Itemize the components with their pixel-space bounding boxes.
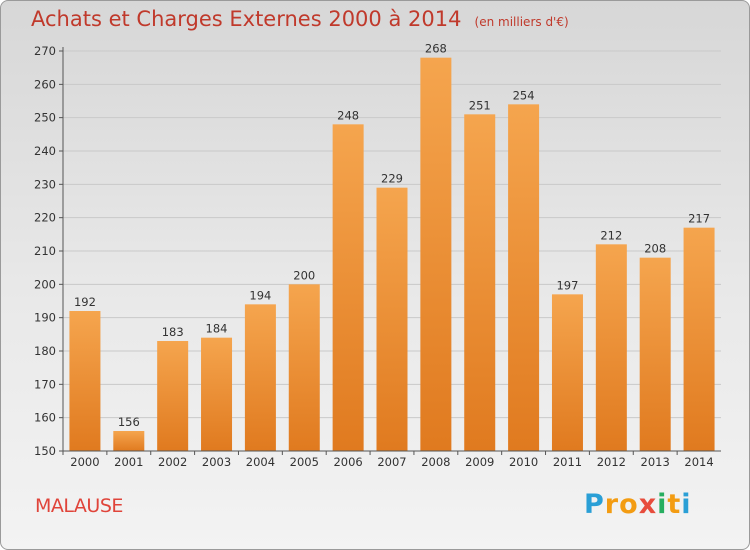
logo-letter: P bbox=[584, 489, 605, 520]
value-label-2003: 184 bbox=[206, 322, 228, 336]
y-tick-label: 180 bbox=[34, 344, 56, 358]
value-labels: 192 156 183 184 194 200 248 229 268 251 254 197 212 2… bbox=[74, 42, 710, 429]
bar-2004 bbox=[244, 304, 276, 451]
value-label-2004: 194 bbox=[249, 288, 271, 302]
value-label-2012: 212 bbox=[600, 228, 622, 242]
y-tick-label: 200 bbox=[34, 277, 56, 291]
chart-title: Achats et Charges Externes 2000 à 2014 bbox=[31, 7, 462, 31]
value-label-2013: 208 bbox=[644, 242, 666, 256]
y-tick-label: 220 bbox=[34, 211, 56, 225]
bar-2011 bbox=[551, 294, 583, 451]
proxiti-logo: Proxiti bbox=[584, 489, 692, 520]
bar-2000 bbox=[69, 311, 101, 451]
y-tick-label: 190 bbox=[34, 311, 56, 325]
y-tick-label: 210 bbox=[34, 244, 56, 258]
value-label-2001: 156 bbox=[118, 415, 140, 429]
bar-2002 bbox=[157, 341, 189, 451]
x-tick-label: 2005 bbox=[290, 455, 319, 469]
y-tick-label: 170 bbox=[34, 377, 56, 391]
y-tick-label: 150 bbox=[34, 444, 56, 458]
x-tick-label: 2012 bbox=[597, 455, 626, 469]
chart-title-block: Achats et Charges Externes 2000 à 2014 (… bbox=[31, 7, 569, 31]
x-tick-label: 2014 bbox=[684, 455, 713, 469]
value-label-2014: 217 bbox=[688, 212, 710, 226]
y-axis-ticks: 150 160 170 180 190 200 210 220 230 240 250 260 270 bbox=[34, 44, 63, 458]
bar-2010 bbox=[508, 104, 540, 451]
x-tick-label: 2008 bbox=[421, 455, 450, 469]
logo-letter: i bbox=[681, 489, 692, 520]
y-tick-label: 260 bbox=[34, 77, 56, 91]
x-tick-label: 2002 bbox=[158, 455, 187, 469]
value-label-2007: 229 bbox=[381, 172, 403, 186]
x-tick-label: 2010 bbox=[509, 455, 538, 469]
logo-letter: r bbox=[604, 489, 620, 520]
value-label-2009: 251 bbox=[469, 98, 491, 112]
bar-2005 bbox=[288, 284, 320, 451]
x-tick-label: 2007 bbox=[377, 455, 406, 469]
bar-2007 bbox=[376, 187, 408, 451]
y-tick-label: 160 bbox=[34, 411, 56, 425]
value-label-2010: 254 bbox=[513, 88, 535, 102]
y-tick-label: 250 bbox=[34, 111, 56, 125]
x-axis-ticks: 2000 2001 2002 2003 2004 2005 2006 2007 2008 2009… bbox=[62, 451, 714, 469]
y-tick-label: 270 bbox=[34, 44, 56, 58]
y-tick-label: 240 bbox=[34, 144, 56, 158]
x-tick-label: 2000 bbox=[70, 455, 99, 469]
bars bbox=[69, 57, 715, 452]
bar-2013 bbox=[639, 257, 671, 451]
location-name: MALAUSE bbox=[35, 495, 123, 517]
bar-2009 bbox=[464, 114, 496, 451]
value-label-2006: 248 bbox=[337, 108, 359, 122]
bar-2008 bbox=[420, 57, 452, 452]
logo-letter: i bbox=[657, 489, 668, 520]
bar-2006 bbox=[332, 124, 364, 451]
value-label-2000: 192 bbox=[74, 295, 96, 309]
bar-2012 bbox=[595, 244, 627, 451]
logo-letter: x bbox=[638, 489, 658, 520]
value-label-2008: 268 bbox=[425, 42, 447, 56]
x-tick-label: 2004 bbox=[246, 455, 275, 469]
x-tick-label: 2001 bbox=[114, 455, 143, 469]
x-tick-label: 2006 bbox=[333, 455, 362, 469]
chart-unit-note: (en milliers d'€) bbox=[474, 15, 569, 29]
value-label-2002: 183 bbox=[162, 325, 184, 339]
x-tick-label: 2009 bbox=[465, 455, 494, 469]
value-label-2011: 197 bbox=[556, 278, 578, 292]
logo-letter: t bbox=[667, 489, 682, 520]
logo-letter: o bbox=[619, 489, 639, 520]
bar-2014 bbox=[683, 227, 715, 451]
x-tick-label: 2013 bbox=[641, 455, 670, 469]
bar-2001 bbox=[113, 431, 145, 451]
bar-2003 bbox=[201, 337, 233, 451]
x-tick-label: 2011 bbox=[553, 455, 582, 469]
value-label-2005: 200 bbox=[293, 268, 315, 282]
x-tick-label: 2003 bbox=[202, 455, 231, 469]
y-tick-label: 230 bbox=[34, 177, 56, 191]
